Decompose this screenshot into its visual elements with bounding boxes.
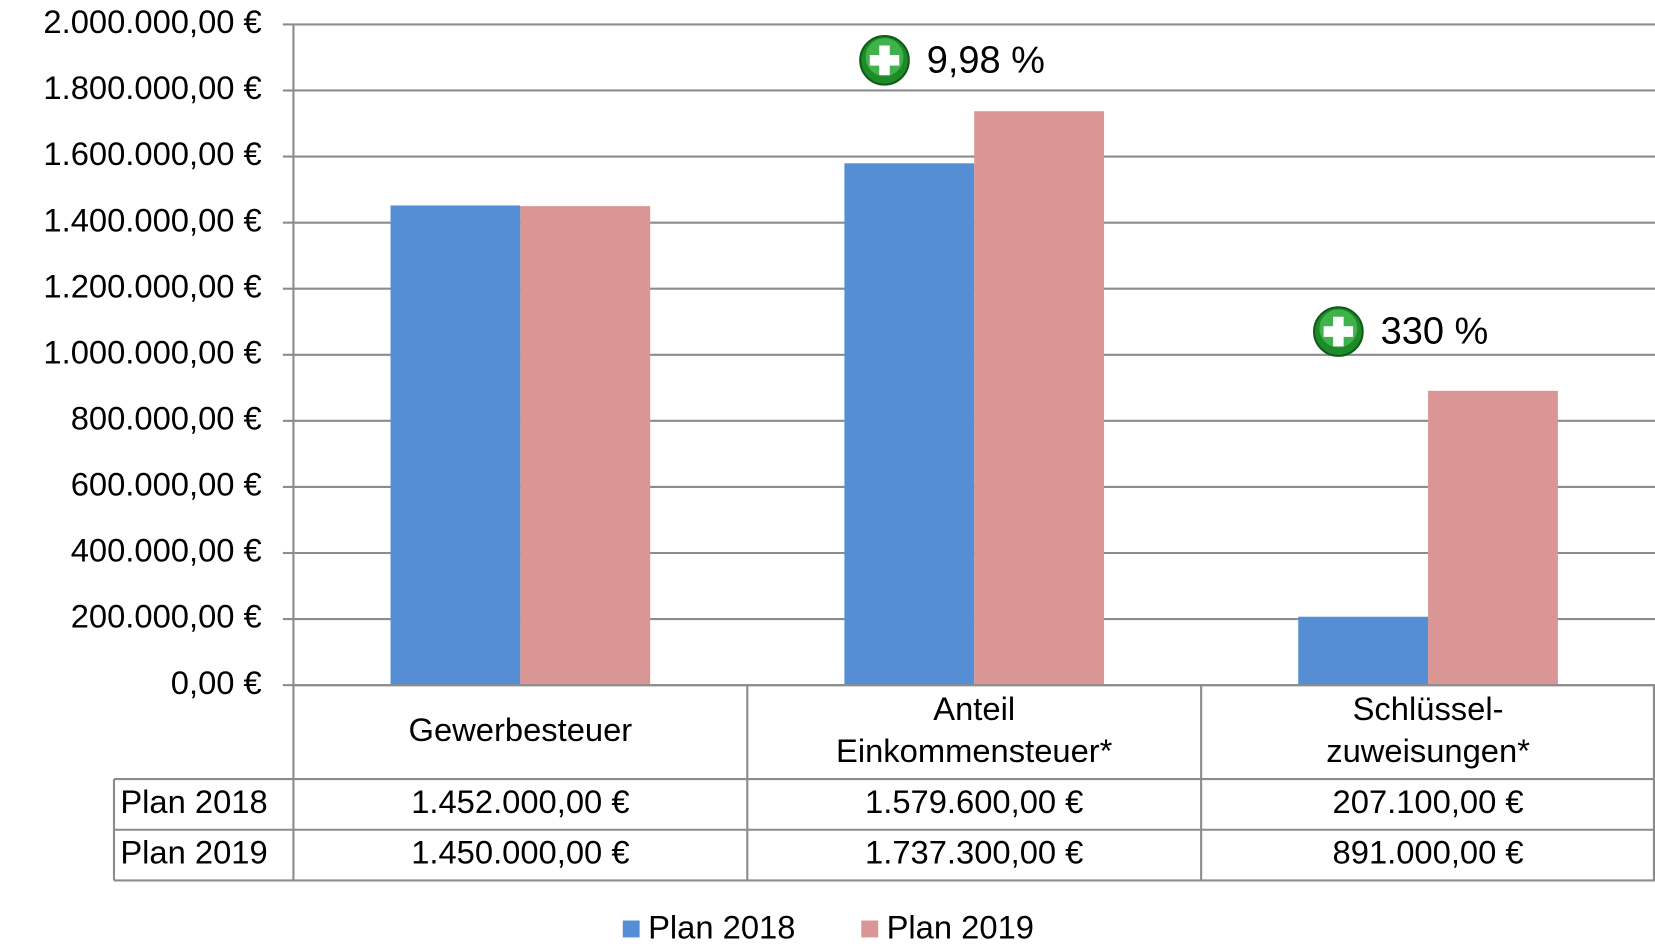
table-row-label: Plan 2018 [120,783,267,820]
value-label: 1.452.000,00 € [411,783,629,820]
x-tick-label: Schlüssel-zuweisungen* [1326,690,1530,769]
y-tick-label: 400.000,00 € [71,532,262,569]
y-tick-label: 800.000,00 € [71,399,262,436]
y-tick-label: 600.000,00 € [71,466,262,503]
bar [1428,390,1558,686]
value-label: 891.000,00 € [1333,834,1524,871]
value-label: 1.450.000,00 € [411,834,629,871]
bar [390,205,521,686]
y-tick-label: 1.000.000,00 € [43,333,261,370]
value-label: 207.100,00 € [1333,783,1524,820]
legend-swatch [861,920,879,938]
value-label: 1.579.600,00 € [865,783,1083,820]
legend-label: Plan 2019 [887,909,1034,946]
bar [1298,616,1429,686]
y-tick-label: 1.800.000,00 € [43,69,261,106]
y-tick-label: 1.400.000,00 € [43,201,261,238]
annotation: 330 % [1381,311,1489,353]
value-label: 1.737.300,00 € [865,834,1083,871]
plus-sign [1323,316,1354,347]
x-tick-label: Gewerbesteuer [409,711,633,748]
bar [974,111,1105,686]
y-tick-label: 1.600.000,00 € [43,135,261,172]
y-tick-label: 1.200.000,00 € [43,267,261,304]
table-row-label: Plan 2019 [120,834,267,871]
y-tick-label: 200.000,00 € [71,598,262,635]
y-tick-label: 2.000.000,00 € [43,3,261,40]
legend-label: Plan 2018 [648,909,795,946]
bar [844,163,975,686]
bar [520,206,651,686]
y-tick-label: 0,00 € [171,664,262,701]
x-tick-label: Anteil Einkommensteuer* [836,690,1113,769]
annotation: 9,98 % [927,39,1045,81]
plus-sign [869,45,900,76]
legend-swatch [622,920,640,938]
